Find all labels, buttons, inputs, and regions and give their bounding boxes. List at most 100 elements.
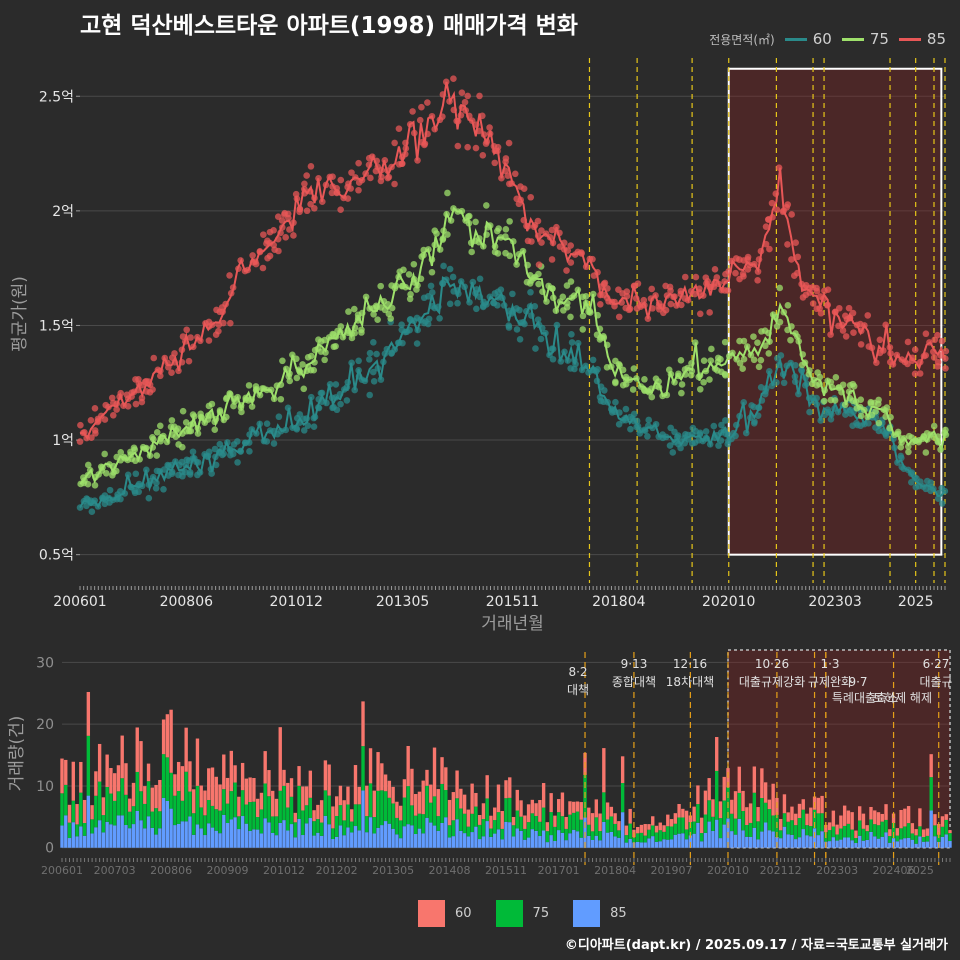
volume-bar-85 [703, 832, 708, 848]
price-point-85 [185, 357, 193, 365]
price-point-75 [370, 310, 377, 318]
price-point-85 [458, 89, 466, 97]
volume-bar-60 [139, 741, 143, 792]
price-point-75 [405, 271, 413, 278]
volume-bar-60 [214, 776, 218, 810]
price-point-85 [101, 416, 109, 423]
price-point-60 [234, 438, 241, 445]
price-point-85 [942, 347, 950, 355]
bar-x-tick-label: 201305 [372, 864, 414, 877]
volume-bar-85 [210, 827, 215, 848]
price-point-75 [150, 435, 157, 443]
price-point-85 [418, 103, 425, 111]
volume-bar-75 [312, 821, 316, 836]
volume-bar-85 [861, 840, 866, 848]
price-point-60 [897, 452, 905, 460]
volume-bar-85 [477, 839, 482, 848]
price-point-85 [842, 333, 850, 340]
volume-bar-75 [248, 802, 252, 831]
price-point-85 [520, 185, 528, 192]
price-point-85 [156, 372, 164, 380]
legend-swatch-85 [898, 37, 921, 41]
volume-bar-60 [120, 735, 124, 779]
price-point-75 [535, 270, 542, 278]
price-point-85 [282, 234, 289, 241]
bar-x-tick-label: 201012 [263, 864, 305, 877]
volume-bar-75 [421, 814, 425, 834]
volume-bar-85 [237, 829, 241, 848]
volume-bar-75 [60, 793, 64, 826]
volume-bar-85 [240, 816, 245, 848]
volume-bar-75 [688, 822, 693, 836]
volume-bar-85 [572, 829, 576, 848]
price-point-60 [135, 488, 143, 496]
volume-bar-75 [925, 835, 930, 842]
price-point-85 [355, 186, 362, 194]
price-point-60 [366, 349, 374, 357]
volume-bar-75 [549, 812, 553, 836]
price-point-85 [784, 241, 791, 248]
volume-bar-60 [703, 790, 708, 815]
volume-bar-60 [526, 804, 531, 823]
price-point-85 [88, 434, 95, 441]
volume-bar-75 [112, 800, 117, 826]
price-point-60 [757, 384, 765, 391]
volume-bar-75 [222, 789, 226, 815]
volume-bar-60 [274, 798, 279, 817]
volume-bar-75 [707, 800, 711, 822]
volume-bar-75 [613, 823, 617, 837]
volume-bar-75 [624, 835, 629, 843]
volume-bar-75 [267, 796, 271, 823]
volume-bar-75 [255, 817, 260, 830]
volume-bar-75 [327, 795, 331, 825]
price-point-75 [410, 260, 418, 268]
volume-bar-60 [538, 800, 542, 822]
bar-x-tick-label: 201511 [485, 864, 527, 877]
price-point-75 [358, 329, 365, 336]
price-point-75 [755, 363, 763, 371]
price-point-60 [370, 339, 377, 346]
volume-bar-85 [444, 817, 448, 848]
volume-bar-60 [842, 805, 847, 826]
volume-bar-60 [71, 761, 75, 801]
volume-bar-85 [158, 828, 162, 848]
price-point-85 [424, 99, 431, 106]
price-point-85 [788, 256, 795, 263]
bar-y-tick-label: 20 [36, 717, 54, 733]
volume-bar-75 [105, 786, 109, 822]
bar-x-tick-label: 201202 [316, 864, 358, 877]
volume-bar-85 [605, 832, 610, 848]
price-point-60 [505, 322, 513, 329]
volume-bar-75 [526, 822, 531, 838]
volume-bar-85 [101, 832, 106, 848]
price-point-85 [754, 277, 761, 284]
volume-bar-60 [282, 769, 286, 786]
volume-bar-60 [677, 804, 681, 818]
volume-bar-60 [67, 804, 72, 823]
price-point-60 [343, 397, 351, 404]
price-point-75 [311, 359, 318, 366]
volume-bar-60 [233, 765, 237, 783]
price-point-85 [538, 239, 545, 246]
volume-bar-60 [873, 810, 877, 825]
volume-bar-85 [414, 834, 418, 848]
policy-name-label: 종합대책 [612, 674, 656, 689]
price-point-85 [706, 309, 713, 316]
price-point-75 [483, 202, 490, 209]
price-point-85 [275, 247, 282, 255]
volume-bar-60 [778, 818, 783, 831]
price-point-85 [911, 346, 919, 354]
price-point-60 [366, 356, 373, 363]
volume-bar-60 [914, 829, 918, 836]
price-point-75 [559, 293, 567, 301]
price-point-85 [87, 416, 95, 424]
volume-bar-85 [398, 838, 403, 848]
price-point-60 [627, 425, 634, 433]
volume-bar-60 [429, 784, 433, 803]
volume-bar-60 [504, 780, 508, 799]
price-point-85 [640, 296, 648, 304]
volume-bar-85 [297, 818, 301, 848]
volume-bar-75 [154, 808, 158, 835]
price-point-75 [831, 397, 839, 404]
price-point-75 [677, 357, 685, 364]
